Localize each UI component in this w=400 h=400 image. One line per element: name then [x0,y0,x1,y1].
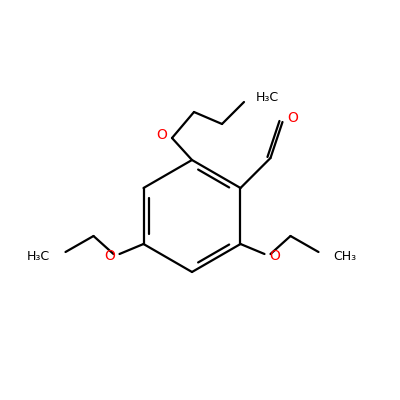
Text: O: O [156,128,168,142]
Text: H₃C: H₃C [27,250,50,263]
Text: CH₃: CH₃ [334,250,357,263]
Text: O: O [269,249,280,263]
Text: H₃C: H₃C [256,92,279,104]
Text: O: O [104,249,115,263]
Text: O: O [287,111,298,125]
